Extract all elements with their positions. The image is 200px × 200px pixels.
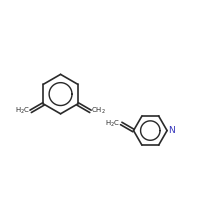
Text: N: N bbox=[168, 126, 175, 135]
Text: CH$_2$: CH$_2$ bbox=[91, 106, 106, 116]
Text: H$_2$C: H$_2$C bbox=[15, 106, 30, 116]
Text: H$_2$C: H$_2$C bbox=[105, 118, 120, 129]
